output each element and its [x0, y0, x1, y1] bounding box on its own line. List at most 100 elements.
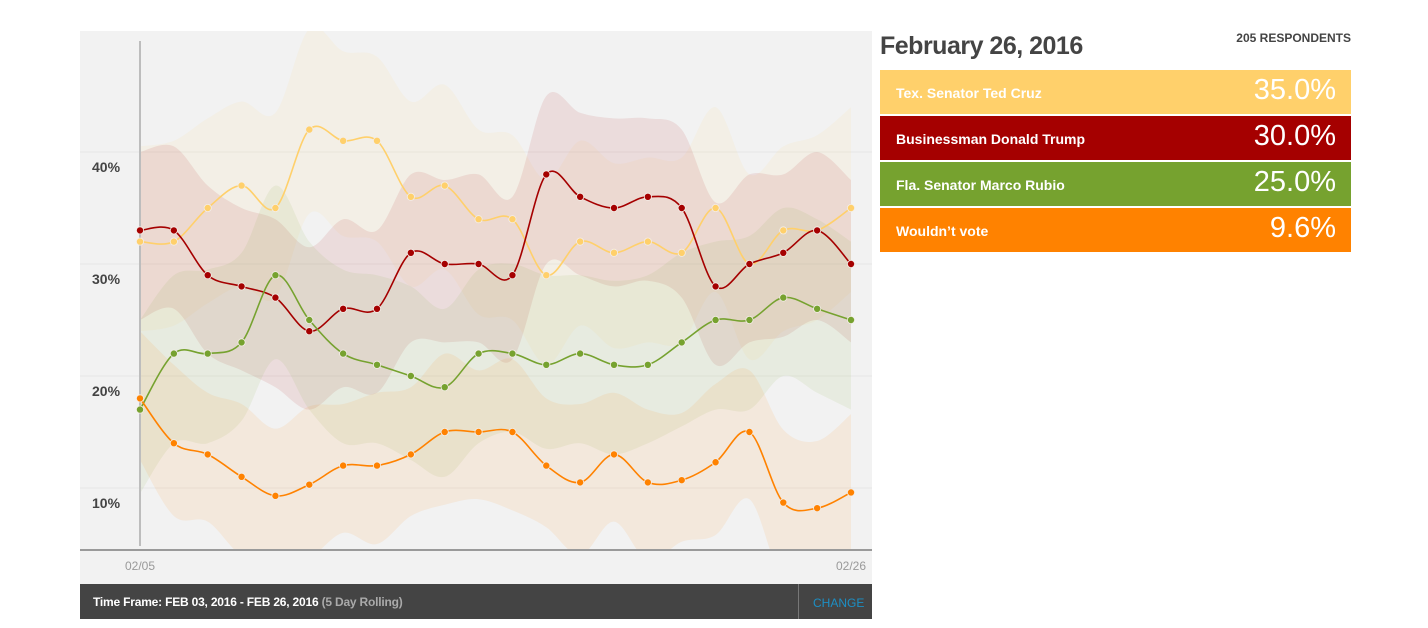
data-point[interactable]: [136, 394, 145, 403]
result-row-rubio[interactable]: Fla. Senator Marco Rubio 25.0%: [880, 162, 1351, 206]
data-point[interactable]: [847, 315, 856, 324]
data-point[interactable]: [372, 136, 381, 145]
data-point[interactable]: [406, 371, 415, 380]
data-point[interactable]: [643, 478, 652, 487]
x-tick-end: 02/26: [836, 559, 867, 573]
data-point[interactable]: [237, 181, 246, 190]
data-point[interactable]: [169, 439, 178, 448]
data-point[interactable]: [372, 304, 381, 313]
data-point[interactable]: [711, 458, 720, 467]
data-point[interactable]: [711, 282, 720, 291]
data-point[interactable]: [474, 259, 483, 268]
data-point[interactable]: [711, 203, 720, 212]
confidence-band: [140, 185, 851, 494]
data-point[interactable]: [508, 349, 517, 358]
data-point[interactable]: [305, 480, 314, 489]
data-point[interactable]: [677, 338, 686, 347]
data-point[interactable]: [440, 259, 449, 268]
data-point[interactable]: [677, 203, 686, 212]
data-point[interactable]: [643, 360, 652, 369]
data-point[interactable]: [169, 226, 178, 235]
data-point[interactable]: [576, 237, 585, 246]
data-point[interactable]: [372, 360, 381, 369]
data-point[interactable]: [237, 472, 246, 481]
data-point[interactable]: [610, 248, 619, 257]
data-point[interactable]: [779, 293, 788, 302]
data-point[interactable]: [677, 248, 686, 257]
data-point[interactable]: [813, 504, 822, 513]
data-point[interactable]: [576, 478, 585, 487]
data-point[interactable]: [542, 170, 551, 179]
data-point[interactable]: [508, 215, 517, 224]
data-point[interactable]: [203, 203, 212, 212]
data-point[interactable]: [643, 192, 652, 201]
data-point[interactable]: [745, 259, 754, 268]
data-point[interactable]: [542, 461, 551, 470]
data-point[interactable]: [237, 282, 246, 291]
data-point[interactable]: [440, 427, 449, 436]
data-point[interactable]: [339, 349, 348, 358]
data-point[interactable]: [440, 181, 449, 190]
data-point[interactable]: [305, 327, 314, 336]
data-point[interactable]: [440, 383, 449, 392]
data-point[interactable]: [305, 125, 314, 134]
data-point[interactable]: [406, 450, 415, 459]
data-point[interactable]: [271, 293, 280, 302]
y-tick-40: 40%: [92, 159, 121, 175]
data-point[interactable]: [813, 226, 822, 235]
data-point[interactable]: [136, 405, 145, 414]
data-point[interactable]: [406, 192, 415, 201]
data-point[interactable]: [508, 427, 517, 436]
data-point[interactable]: [610, 203, 619, 212]
data-point[interactable]: [474, 427, 483, 436]
candidate-percent: 9.6%: [1269, 212, 1336, 244]
data-point[interactable]: [813, 304, 822, 313]
data-point[interactable]: [508, 271, 517, 280]
data-point[interactable]: [305, 315, 314, 324]
data-point[interactable]: [203, 349, 212, 358]
data-point[interactable]: [779, 226, 788, 235]
data-point[interactable]: [339, 304, 348, 313]
data-point[interactable]: [406, 248, 415, 257]
data-point[interactable]: [847, 488, 856, 497]
data-point[interactable]: [847, 259, 856, 268]
data-point[interactable]: [779, 248, 788, 257]
data-point[interactable]: [576, 192, 585, 201]
result-row-cruz[interactable]: Tex. Senator Ted Cruz 35.0%: [880, 70, 1351, 114]
data-point[interactable]: [203, 271, 212, 280]
data-point[interactable]: [271, 203, 280, 212]
data-point[interactable]: [339, 136, 348, 145]
result-row-trump[interactable]: Businessman Donald Trump 30.0%: [880, 116, 1351, 160]
data-point[interactable]: [542, 360, 551, 369]
data-point[interactable]: [542, 271, 551, 280]
data-point[interactable]: [237, 338, 246, 347]
data-point[interactable]: [372, 461, 381, 470]
series-line: [139, 170, 852, 333]
data-point[interactable]: [779, 498, 788, 507]
data-point[interactable]: [474, 349, 483, 358]
data-point[interactable]: [745, 427, 754, 436]
data-point[interactable]: [677, 476, 686, 485]
data-point[interactable]: [169, 237, 178, 246]
data-point[interactable]: [576, 349, 585, 358]
data-point[interactable]: [271, 271, 280, 280]
data-point[interactable]: [474, 215, 483, 224]
data-point[interactable]: [136, 226, 145, 235]
data-point[interactable]: [610, 360, 619, 369]
data-point[interactable]: [847, 203, 856, 212]
data-point[interactable]: [711, 315, 720, 324]
data-point[interactable]: [203, 450, 212, 459]
data-point[interactable]: [136, 237, 145, 246]
data-point[interactable]: [339, 461, 348, 470]
result-row-wouldnt-vote[interactable]: Wouldn’t vote 9.6%: [880, 208, 1351, 252]
data-point[interactable]: [169, 349, 178, 358]
data-point[interactable]: [643, 237, 652, 246]
series-line: [139, 125, 852, 277]
data-point[interactable]: [610, 450, 619, 459]
data-point[interactable]: [745, 315, 754, 324]
timeframe-bar: Time Frame: FEB 03, 2016 - FEB 26, 2016 …: [80, 584, 872, 619]
candidate-percent: 30.0%: [1253, 120, 1336, 152]
timeframe-range: Time Frame: FEB 03, 2016 - FEB 26, 2016: [93, 595, 319, 609]
change-timeframe-button[interactable]: CHANGE: [813, 596, 865, 610]
data-point[interactable]: [271, 491, 280, 500]
